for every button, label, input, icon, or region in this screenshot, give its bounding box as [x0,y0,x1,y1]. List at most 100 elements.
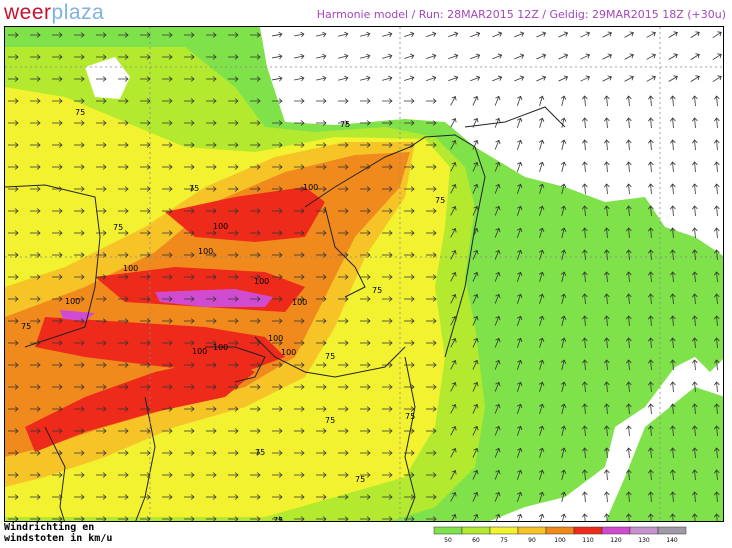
wind-arrow-icon [360,186,371,192]
wind-arrow-icon [52,516,63,521]
wind-arrow-icon [450,294,457,304]
wind-arrow-icon [670,403,676,415]
wind-arrow-icon [472,205,479,216]
wind-arrow-icon [668,53,678,60]
wind-arrow-icon [692,469,698,481]
wind-arrow-icon [450,250,457,260]
wind-arrow-icon [206,54,217,60]
wind-arrow-icon [426,428,437,434]
wind-arrow-icon [450,184,457,194]
wind-arrow-icon [30,340,41,346]
wind-arrows [8,31,722,521]
wind-arrow-icon [74,186,85,192]
wind-arrow-icon [382,186,393,192]
wind-arrow-icon [228,142,239,148]
wind-arrow-icon [450,404,457,414]
wind-arrow-icon [712,31,722,39]
wind-arrow-icon [692,271,698,283]
contour-label: 75 [325,416,335,425]
zone-110-a [165,187,325,242]
wind-arrow-icon [560,315,567,326]
wind-arrow-icon [316,208,327,214]
wind-arrow-icon [316,362,327,368]
contour-label: 75 [113,223,123,232]
wind-arrow-icon [426,75,437,81]
wind-arrow-icon [516,491,523,502]
wind-arrow-icon [272,450,283,456]
wind-arrow-icon [604,381,610,393]
wind-arrow-icon [272,142,283,148]
wind-arrow-icon [118,318,129,324]
wind-arrow-icon [692,337,698,349]
wind-arrow-icon [316,406,327,412]
contour-label: 75 [435,196,445,205]
wind-arrow-icon [228,450,239,456]
wind-arrow-icon [272,318,283,324]
wind-arrow-icon [360,296,371,302]
wind-arrow-icon [96,230,107,236]
wind-arrow-icon [648,271,654,283]
wind-arrow-icon [712,53,722,61]
wind-arrow-icon [162,340,173,346]
wind-arrow-icon [250,428,261,434]
wind-arrow-icon [162,296,173,302]
wind-arrow-icon [140,494,151,500]
wind-arrow-icon [184,98,195,104]
wind-arrow-icon [670,425,676,437]
wind-arrow-icon [450,162,457,172]
wind-arrow-icon [74,142,85,148]
wind-arrow-icon [404,53,415,60]
wind-arrow-icon [560,359,567,370]
wind-arrow-icon [626,491,632,503]
wind-arrow-icon [404,340,415,346]
wind-arrow-icon [316,428,327,434]
wind-arrow-icon [690,53,700,60]
wind-arrow-icon [206,450,217,456]
contour-label: 75 [273,516,283,522]
wind-arrow-icon [162,98,173,104]
wind-arrow-icon [338,340,349,346]
wind-arrow-icon [250,252,261,258]
wind-arrow-icon [30,186,41,192]
wind-arrow-icon [294,340,305,346]
legend-label-60: 60 [472,537,480,544]
wind-arrow-icon [52,318,63,324]
wind-arrow-icon [96,472,107,478]
wind-arrow-icon [604,337,610,349]
wind-arrow-icon [450,448,457,458]
wind-arrow-icon [250,208,261,214]
wind-arrow-icon [516,337,523,348]
wind-arrow-icon [582,425,588,437]
wind-arrow-icon [228,274,239,280]
wind-arrow-icon [228,406,239,412]
wind-arrow-icon [140,32,151,38]
wind-arrow-icon [272,274,283,280]
wind-arrow-icon [184,252,195,258]
wind-arrow-icon [140,164,151,170]
wind-arrow-icon [338,274,349,280]
wind-arrow-icon [404,384,415,390]
wind-arrow-icon [140,406,151,412]
wind-arrow-icon [382,31,393,38]
wind-arrow-icon [516,447,523,458]
wind-arrow-icon [404,252,415,258]
wind-arrow-icon [30,230,41,236]
wind-arrow-icon [118,120,129,126]
wind-arrow-icon [604,249,610,261]
wind-arrow-icon [30,120,41,126]
logo-part-plaza: plaza [51,1,105,24]
wind-arrow-icon [316,472,327,478]
wind-arrow-icon [516,95,523,106]
wind-arrow-icon [538,447,545,458]
wind-arrow-icon [714,161,720,173]
wind-arrow-icon [714,513,720,521]
wind-arrow-icon [648,425,654,437]
wind-arrow-icon [426,252,437,258]
wind-arrow-icon [338,230,349,236]
wind-arrow-icon [560,491,567,502]
wind-arrow-icon [140,142,151,148]
wind-arrow-icon [382,516,393,521]
wind-arrow-icon [272,75,283,82]
wind-arrow-icon [184,164,195,170]
wind-arrow-icon [670,183,676,195]
